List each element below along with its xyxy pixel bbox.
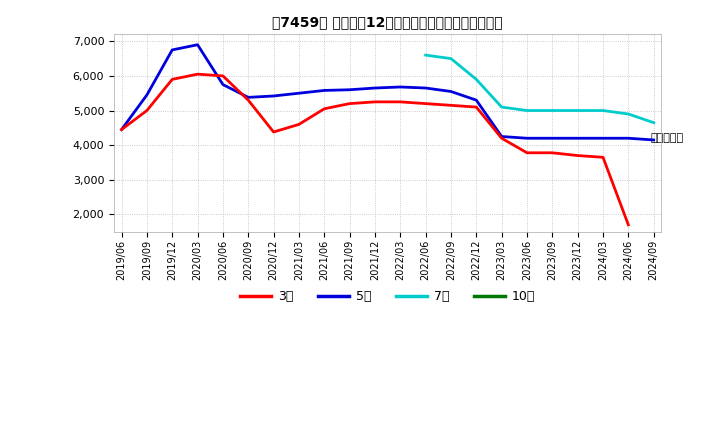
Legend: 3年, 5年, 7年, 10年: 3年, 5年, 7年, 10年 [235,286,540,308]
Y-axis label: （百万円）: （百万円） [650,133,683,143]
Title: 【7459】 経常利益12か月移動合計の標準偏差の推移: 【7459】 経常利益12か月移動合計の標準偏差の推移 [272,15,503,29]
